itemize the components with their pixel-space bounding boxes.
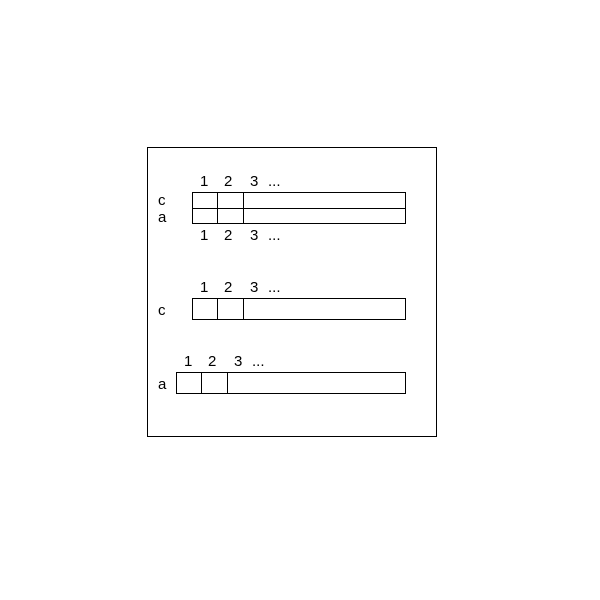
col-label: 1 [200,280,208,295]
col-label: 2 [208,354,216,369]
col-label: 3 [250,174,258,189]
col-label: 2 [224,228,232,243]
row-box-bottom [176,372,406,394]
col-label: 2 [224,280,232,295]
col-label: ... [268,280,281,295]
cell-divider [217,299,218,319]
col-label: 1 [184,354,192,369]
row-label-a: a [158,210,166,225]
col-label: 3 [250,228,258,243]
cell-divider [243,299,244,319]
col-label: 2 [224,174,232,189]
row-box-top [192,192,406,224]
col-label: 3 [234,354,242,369]
row-box-middle [192,298,406,320]
col-label: 1 [200,174,208,189]
cell-divider [201,373,202,393]
col-label: 3 [250,280,258,295]
row-label-c: c [158,303,166,318]
row-split [193,208,405,209]
cell-divider [227,373,228,393]
row-label-c: c [158,193,166,208]
row-label-a: a [158,377,166,392]
col-label: ... [268,228,281,243]
col-label: ... [252,354,265,369]
col-label: ... [268,174,281,189]
col-label: 1 [200,228,208,243]
